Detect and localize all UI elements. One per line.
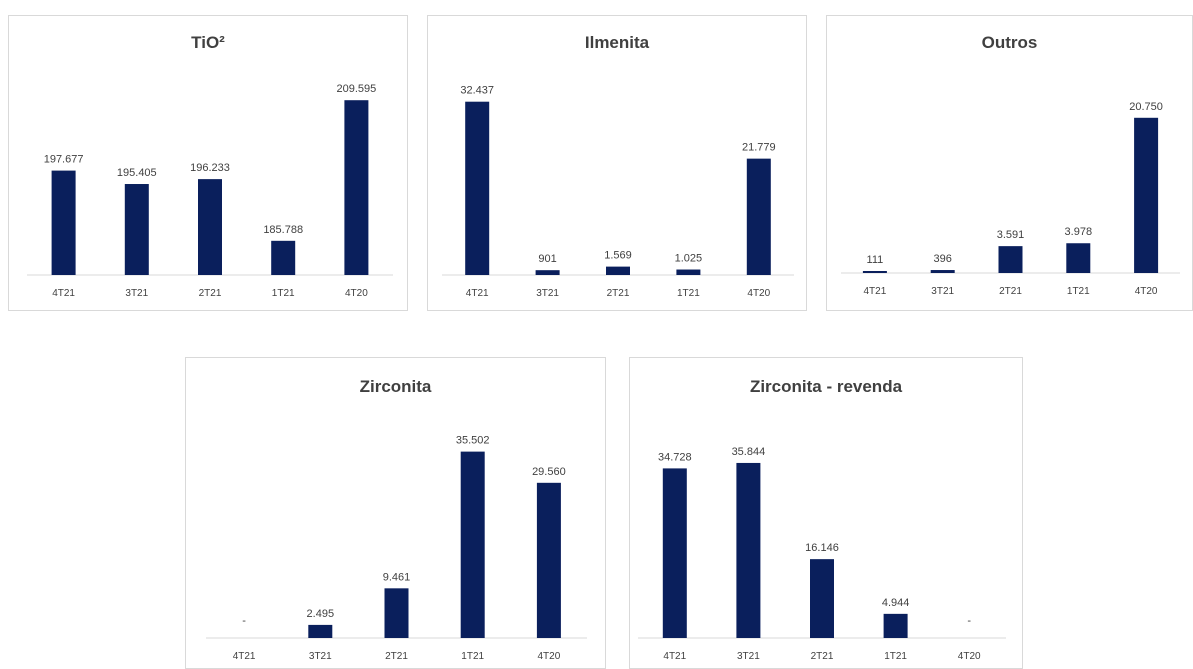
bar-2t21 (810, 559, 834, 638)
data-label: 34.728 (658, 451, 692, 463)
chart-svg: Zirconita - 4T21 2.495 3T21 9.461 2T21 35.502 1T… (206, 377, 587, 662)
x-tick-label: 3T21 (737, 651, 760, 662)
bar-2t21 (384, 588, 409, 638)
bar-3t21 (535, 270, 560, 275)
bar-4t21 (862, 271, 887, 273)
bar-2t21 (198, 179, 222, 275)
x-tick-label: 4T21 (52, 288, 75, 299)
bar-3t21 (124, 184, 149, 275)
data-label: 16.146 (805, 542, 839, 554)
bar-3t21 (308, 624, 333, 638)
x-tick-label: 4T20 (538, 651, 561, 662)
data-label: 195.405 (117, 167, 157, 179)
data-label: 29.560 (532, 466, 566, 478)
data-label: 35.502 (456, 435, 490, 447)
data-label: 209.595 (337, 83, 377, 95)
data-label: 32.437 (460, 85, 494, 97)
bar-4t21 (465, 101, 490, 275)
x-tick-label: 4T21 (864, 286, 887, 297)
bar-4t21 (662, 468, 687, 638)
bar-1t21 (883, 613, 908, 638)
x-tick-label: 4T21 (233, 651, 256, 662)
bar-4t21 (51, 170, 76, 275)
bar-1t21 (460, 451, 485, 638)
data-label: - (242, 615, 246, 627)
chart-title: TiO² (191, 33, 225, 52)
data-label: 901 (538, 253, 556, 265)
chart-ilmenita: Ilmenita 32.437 4T21 901 3T21 1.569 2T21 1.025 1… (427, 15, 807, 311)
bar-4t20 (536, 482, 561, 638)
data-label: 20.750 (1129, 101, 1163, 113)
chart-svg: TiO² 197.677 4T21 195.405 3T21 196.233 2T21 185… (27, 33, 393, 299)
x-tick-label: 1T21 (677, 288, 700, 299)
bar-4t20 (344, 100, 369, 275)
bar-4t20 (746, 158, 771, 275)
x-tick-label: 1T21 (272, 288, 295, 299)
data-label: 197.677 (44, 154, 84, 166)
data-label: 1.569 (604, 250, 632, 262)
chart-title: Zirconita - revenda (750, 377, 903, 396)
x-tick-label: 2T21 (199, 288, 222, 299)
bar-1t21 (676, 269, 701, 275)
data-label: 9.461 (383, 571, 411, 583)
x-tick-label: 2T21 (607, 288, 630, 299)
x-tick-label: 2T21 (811, 651, 834, 662)
x-tick-label: 3T21 (536, 288, 559, 299)
x-tick-label: 4T21 (663, 651, 686, 662)
chart-title: Zirconita (360, 377, 432, 396)
chart-zirconita: Zirconita - 4T21 2.495 3T21 9.461 2T21 35.502 1T… (185, 357, 606, 669)
x-tick-label: 3T21 (931, 286, 954, 297)
bar-2t21 (998, 246, 1023, 273)
data-label: 35.844 (732, 446, 766, 458)
data-label: 3.978 (1065, 226, 1093, 238)
chart-svg: Outros 111 4T21 396 3T21 3.591 2T21 3.978 1T21 20… (841, 33, 1180, 297)
chart-zirconita-revenda: Zirconita - revenda 34.728 4T21 35.844 3T21 1… (629, 357, 1023, 669)
bar-3t21 (930, 270, 955, 273)
chart-outros: Outros 111 4T21 396 3T21 3.591 2T21 3.978 1T21 20… (826, 15, 1193, 311)
x-tick-label: 2T21 (385, 651, 408, 662)
x-tick-label: 4T20 (958, 651, 981, 662)
data-label: 3.591 (997, 229, 1025, 241)
bar-4t20 (1134, 117, 1159, 273)
data-label: 111 (867, 254, 884, 266)
chart-title: Outros (982, 33, 1038, 52)
bar-3t21 (736, 462, 761, 638)
data-label: 196.233 (190, 162, 230, 174)
x-tick-label: 3T21 (309, 651, 332, 662)
chart-svg: Zirconita - revenda 34.728 4T21 35.844 3T21 1… (638, 377, 1006, 662)
x-tick-label: 4T20 (1135, 286, 1158, 297)
x-tick-label: 4T20 (345, 288, 368, 299)
data-label: 1.025 (675, 253, 703, 265)
chart-tio2: TiO² 197.677 4T21 195.405 3T21 196.233 2T21 185… (8, 15, 408, 311)
x-tick-label: 2T21 (999, 286, 1022, 297)
chart-title: Ilmenita (585, 33, 650, 52)
x-tick-label: 4T20 (747, 288, 770, 299)
bar-1t21 (271, 240, 296, 275)
chart-svg: Ilmenita 32.437 4T21 901 3T21 1.569 2T21 1.025 1… (442, 33, 794, 299)
x-tick-label: 4T21 (466, 288, 489, 299)
data-label: - (967, 615, 971, 627)
data-label: 396 (934, 253, 952, 265)
bar-1t21 (1066, 243, 1091, 273)
data-label: 21.779 (742, 142, 776, 154)
bar-2t21 (606, 266, 630, 275)
x-tick-label: 1T21 (884, 651, 907, 662)
x-tick-label: 1T21 (461, 651, 484, 662)
data-label: 4.944 (882, 597, 910, 609)
data-label: 185.788 (263, 224, 303, 236)
x-tick-label: 3T21 (125, 288, 148, 299)
data-label: 2.495 (307, 608, 335, 620)
x-tick-label: 1T21 (1067, 286, 1090, 297)
